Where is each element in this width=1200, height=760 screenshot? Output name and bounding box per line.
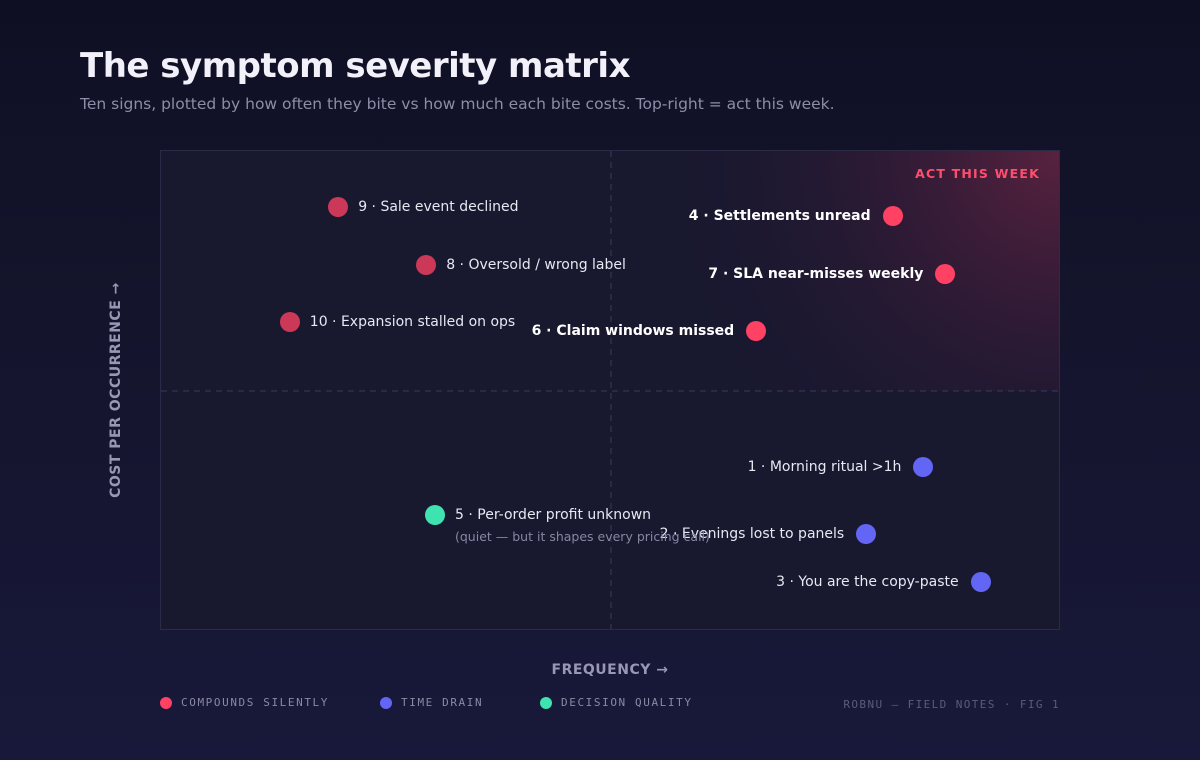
legend-label-time-drain: TIME DRAIN xyxy=(401,696,484,709)
y-axis-label: COST PER OCCURRENCE → xyxy=(108,282,124,498)
figure-credit: ROBNU — FIELD NOTES · FIG 1 xyxy=(843,698,1060,711)
legend-dot-time-drain xyxy=(380,696,392,709)
data-point-6 xyxy=(746,321,767,342)
data-point-9 xyxy=(328,197,349,217)
act-zone-highlight xyxy=(611,151,1059,391)
data-point-7 xyxy=(935,263,956,284)
data-point-1 xyxy=(913,456,934,477)
point-label-8: 8 · Oversold / wrong label xyxy=(446,256,626,273)
point-label-1: 1 · Morning ritual >1h xyxy=(747,458,902,475)
data-point-2 xyxy=(856,523,877,544)
chart-title: The symptom severity matrix xyxy=(80,46,631,86)
legend-dot-compounds xyxy=(160,696,172,709)
data-point-4 xyxy=(882,206,903,227)
legend-dot-decision-quality xyxy=(540,696,552,709)
point-label-4: 4 · Settlements unread xyxy=(688,208,871,225)
point-label-10: 10 · Expansion stalled on ops xyxy=(309,314,516,330)
act-this-week-label: ACT THIS WEEK xyxy=(915,166,1040,181)
data-point-3 xyxy=(970,571,991,592)
point-label-9: 9 · Sale event declined xyxy=(358,199,519,215)
legend-item-decision-quality: DECISION QUALITY xyxy=(540,696,693,709)
data-point-5 xyxy=(425,505,445,526)
x-axis-label: FREQUENCY → xyxy=(551,662,669,678)
legend-label-decision-quality: DECISION QUALITY xyxy=(561,696,693,709)
point-label-2: 2 · Evenings lost to panels xyxy=(659,525,845,542)
point-label-5: 5 · Per-order profit unknown xyxy=(455,507,652,524)
plot-background xyxy=(161,151,1059,629)
point-label-6: 6 · Claim windows missed xyxy=(531,323,735,340)
legend-item-compounds: COMPOUNDS SILENTLY xyxy=(160,696,329,709)
plot-area: ACT THIS WEEK 9 · Sale event declined 8 ·… xyxy=(160,150,1060,630)
data-point-8 xyxy=(416,254,437,275)
legend-label-compounds: COMPOUNDS SILENTLY xyxy=(181,696,330,709)
point-label-7: 7 · SLA near-misses weekly xyxy=(708,265,924,282)
point-note-5: (quiet — but it shapes every pricing cal… xyxy=(455,529,710,545)
chart-subtitle: Ten signs, plotted by how often they bit… xyxy=(80,95,835,113)
data-point-10 xyxy=(279,312,300,332)
legend-item-time-drain: TIME DRAIN xyxy=(380,696,483,709)
point-label-3: 3 · You are the copy-paste xyxy=(776,573,959,590)
